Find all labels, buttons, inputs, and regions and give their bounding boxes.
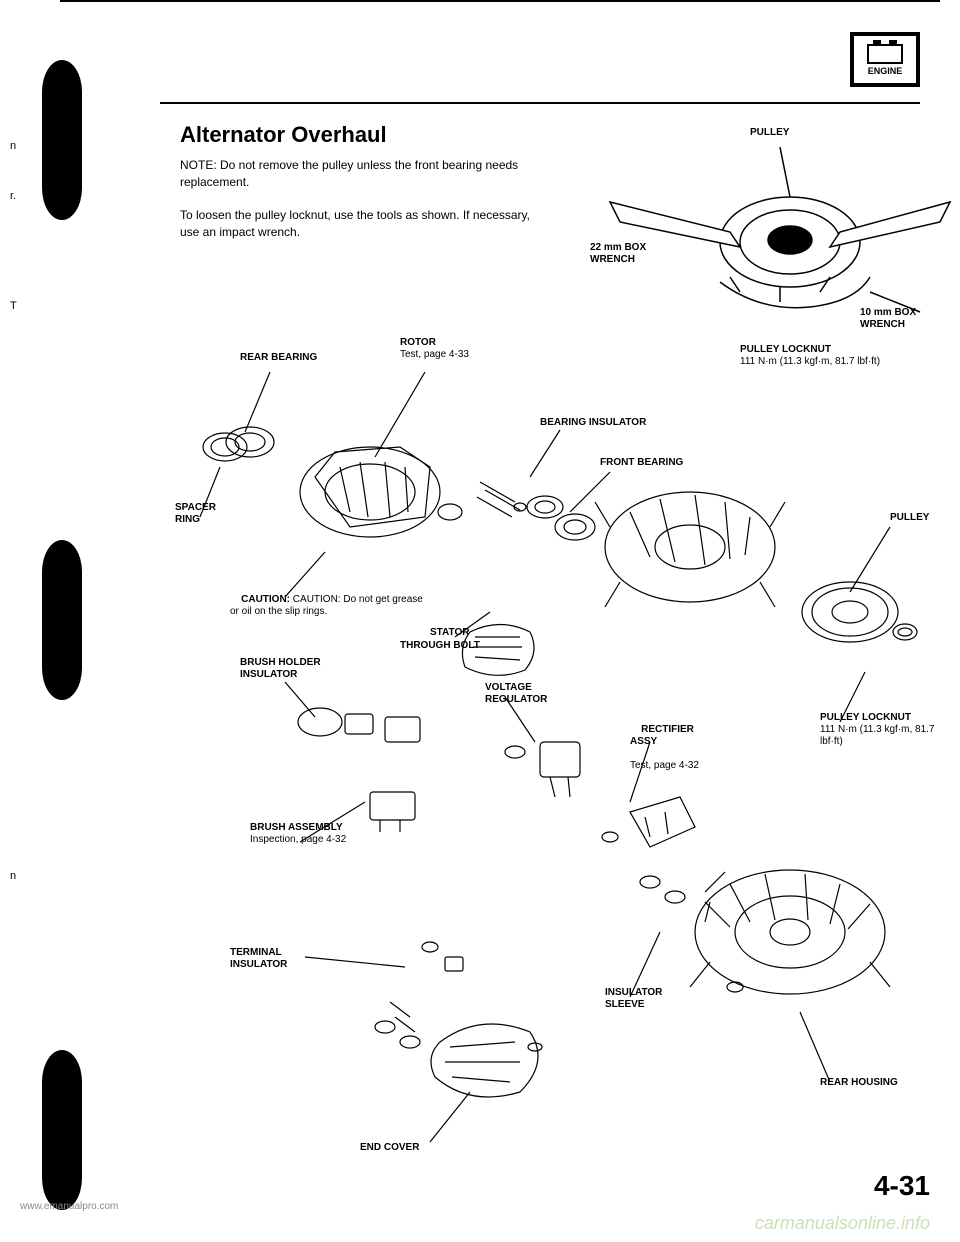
engine-category-box: ENGINE	[850, 32, 920, 87]
side-letter: n	[10, 870, 16, 882]
label-rear-bearing: REAR BEARING	[240, 352, 317, 364]
watermark-site: carmanualsonline.info	[755, 1213, 930, 1234]
side-letter: r.	[10, 190, 16, 202]
engine-label: ENGINE	[868, 66, 903, 76]
engine-icon	[867, 44, 903, 64]
watermark-source: www.emanualpro.com	[20, 1201, 118, 1212]
side-letter: T	[10, 300, 17, 312]
label-rotor: ROTOR Test, page 4-33	[400, 337, 469, 361]
label-22mm-wrench: 22 mm BOX WRENCH	[590, 242, 646, 266]
horizontal-rule	[160, 102, 920, 104]
label-text: PULLEY LOCKNUT	[740, 344, 831, 355]
note-text: To loosen the pulley locknut, use the to…	[180, 207, 530, 241]
note-text: NOTE: Do not remove the pulley unless th…	[180, 157, 530, 191]
label-pulley-locknut: PULLEY LOCKNUT 111 N·m (11.3 kgf·m, 81.7…	[740, 344, 880, 368]
label-pulley: PULLEY	[750, 127, 789, 139]
page-title: Alternator Overhaul	[180, 122, 387, 148]
label-sub: Test, page 4-33	[400, 349, 469, 361]
side-letter: n	[10, 140, 16, 152]
label-10mm-wrench: 10 mm BOX WRENCH	[860, 307, 940, 331]
page-number: 4-31	[874, 1170, 930, 1202]
label-spec: 111 N·m (11.3 kgf·m, 81.7 lbf·ft)	[740, 356, 880, 368]
label-text: ROTOR	[400, 337, 436, 348]
page-frame: ENGINE Alternator Overhaul NOTE: Do not …	[60, 0, 940, 1200]
exploded-diagram	[150, 372, 960, 1152]
pulley-wrench-diagram	[580, 132, 960, 332]
